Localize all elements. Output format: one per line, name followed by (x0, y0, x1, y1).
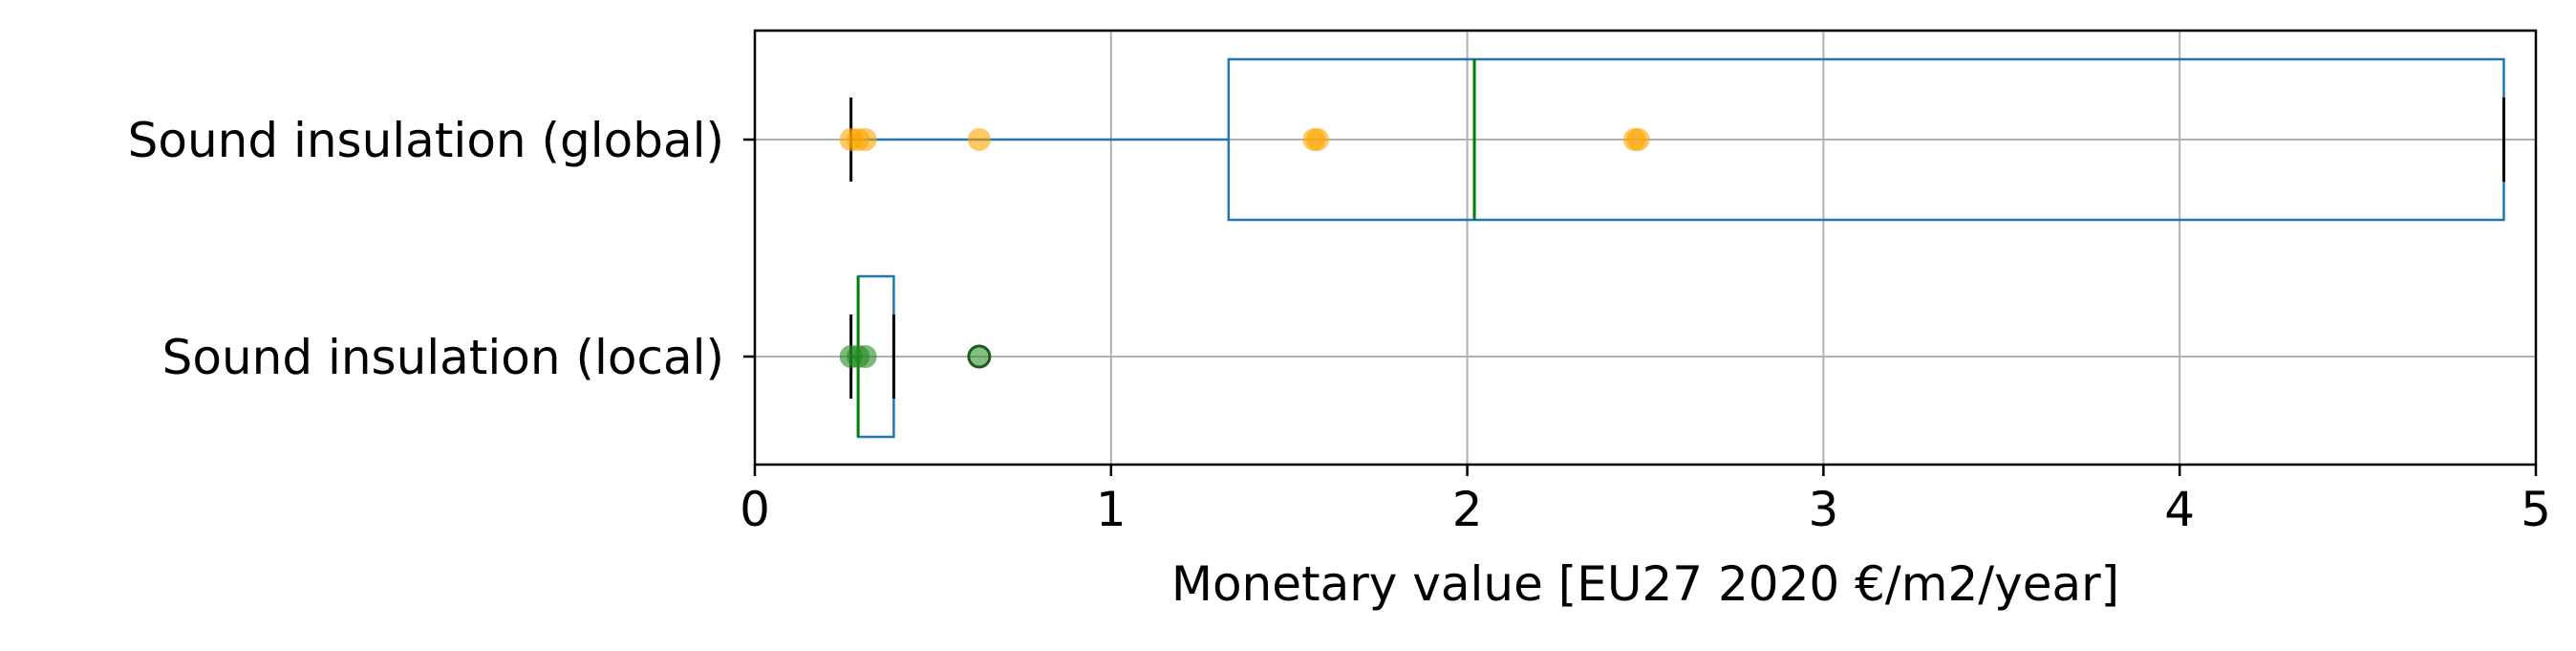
data-point (1306, 128, 1330, 151)
outlier-point (967, 344, 992, 369)
x-tick-label: 2 (1452, 482, 1483, 537)
x-tick-label: 4 (2164, 482, 2195, 537)
x-axis-label: Monetary value [EU27 2020 €/m2/year] (1171, 556, 2119, 612)
x-tick-label: 5 (2521, 482, 2551, 537)
data-point (967, 128, 991, 151)
y-tick-layer: Sound insulation (global) Sound insulatio… (128, 113, 755, 385)
plot-frame (753, 29, 2538, 467)
data-layer (839, 57, 2505, 439)
x-tick-label: 3 (1808, 482, 1838, 537)
data-point (853, 345, 877, 368)
y-tick-label: Sound insulation (global) (128, 113, 724, 168)
x-tick-layer: 0 1 2 3 4 5 (740, 465, 2551, 537)
y-tick-label: Sound insulation (local) (162, 330, 724, 385)
x-tick-label: 0 (740, 482, 770, 537)
x-tick-label: 1 (1096, 482, 1127, 537)
grid-layer (754, 31, 2537, 465)
data-point (853, 128, 877, 151)
data-point (1626, 128, 1650, 151)
